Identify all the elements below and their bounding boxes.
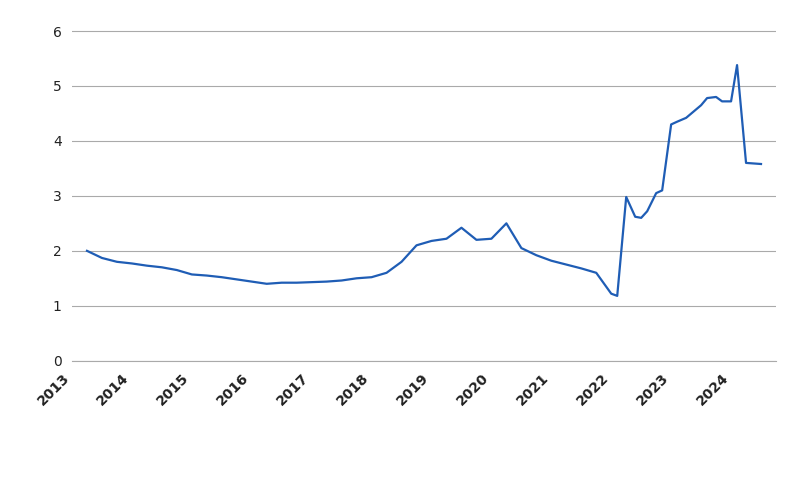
Indicator of Negotiated Wages (NSA, Y/Y %) [622,194,631,200]
Indicator of Negotiated Wages (NSA, Y/Y %) [613,293,622,299]
Indicator of Negotiated Wages (NSA, Y/Y %) [382,270,391,276]
Line: Indicator of Negotiated Wages (NSA, Y/Y %): Indicator of Negotiated Wages (NSA, Y/Y … [87,65,761,296]
Indicator of Negotiated Wages (NSA, Y/Y %) [732,62,742,68]
Indicator of Negotiated Wages (NSA, Y/Y %) [562,262,571,268]
Indicator of Negotiated Wages (NSA, Y/Y %) [546,258,556,264]
Indicator of Negotiated Wages (NSA, Y/Y %) [756,161,766,167]
Indicator of Negotiated Wages (NSA, Y/Y %) [517,245,526,251]
Indicator of Negotiated Wages (NSA, Y/Y %) [82,248,92,254]
Indicator of Negotiated Wages (NSA, Y/Y %) [217,274,226,280]
